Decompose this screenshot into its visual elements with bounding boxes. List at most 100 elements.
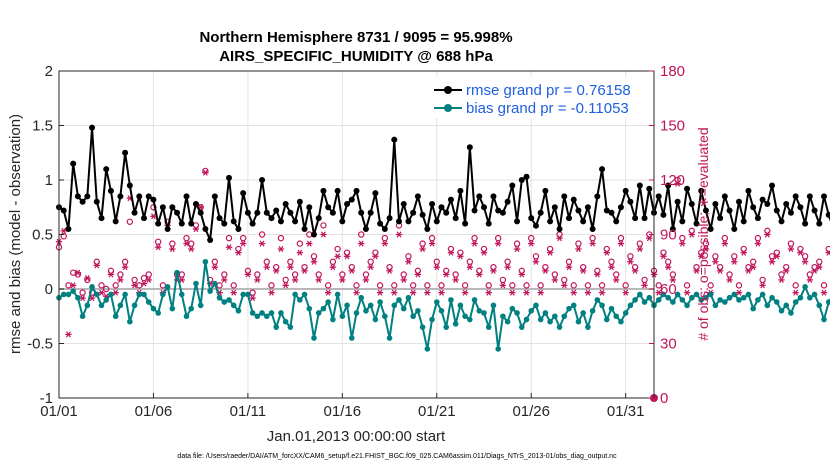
bias-point [155, 310, 161, 316]
bias-point [533, 302, 539, 309]
obs-possible-marker [485, 282, 492, 289]
rmse-point [787, 209, 794, 216]
obs-possible-marker [291, 271, 299, 278]
obs-possible-marker [140, 274, 148, 282]
obs-possible-marker [121, 258, 129, 265]
obs-evaluated-stroke [599, 289, 605, 296]
y-tick-label: 1.5 [32, 118, 53, 135]
bias-point [764, 302, 771, 309]
rmse-point [660, 211, 667, 218]
rmse-point [433, 218, 440, 225]
obs-possible-marker [60, 233, 67, 240]
y-tick-label-right: 180 [660, 63, 685, 80]
obs-evaluated-marker [816, 264, 823, 271]
obs-evaluated-stroke [155, 244, 161, 251]
obs-evaluated-stroke [476, 271, 482, 278]
obs-evaluated-marker [381, 240, 389, 247]
obs-possible-marker [749, 258, 757, 265]
obs-evaluated-stroke [481, 249, 487, 256]
rmse-point [65, 226, 72, 233]
obs-evaluated-stroke [609, 264, 614, 271]
bias-point [481, 310, 487, 316]
bias-point [174, 269, 180, 276]
bias-point [566, 305, 572, 312]
obs-evaluated-marker [698, 253, 705, 260]
obs-evaluated-stroke [84, 275, 90, 282]
rmse-point [367, 209, 374, 216]
obs-evaluated-marker [721, 240, 729, 247]
bias-point [778, 308, 785, 314]
y-tick-label: 0.5 [32, 227, 53, 244]
rmse-point [603, 207, 610, 214]
rmse-point [207, 236, 214, 243]
rmse-point [584, 204, 591, 211]
obs-possible-marker [405, 253, 412, 260]
obs-evaluated-stroke [533, 258, 539, 265]
bias-point [419, 324, 426, 330]
obs-possible-marker [636, 240, 644, 247]
series-lines [56, 124, 830, 352]
obs-evaluated-stroke [665, 264, 671, 271]
obs-evaluated-stroke [368, 264, 374, 271]
bias-point [698, 297, 705, 303]
obs-evaluated-marker [419, 245, 426, 253]
bias-point [169, 305, 176, 312]
obs-possible-marker [532, 253, 540, 260]
obs-possible-marker [428, 234, 436, 242]
rmse-point [622, 187, 629, 194]
rmse-point [334, 187, 341, 194]
rmse-point [740, 218, 747, 225]
obs-evaluated-stroke [632, 267, 638, 274]
obs-evaluated-marker [273, 267, 280, 274]
obs-evaluated-stroke [132, 282, 137, 289]
y-tick-label: 1 [45, 172, 53, 189]
obs-evaluated-stroke [245, 271, 251, 278]
rmse-point [518, 177, 525, 183]
obs-evaluated-stroke [387, 267, 392, 274]
obs-evaluated-marker [754, 240, 762, 247]
obs-evaluated-marker [825, 249, 830, 256]
obs-possible-marker [263, 258, 270, 265]
rmse-point [141, 215, 147, 222]
rmse-point [98, 215, 105, 222]
bias-point [797, 294, 804, 301]
obs-evaluated-marker [443, 271, 450, 278]
bias-point [688, 294, 695, 301]
bias-point [637, 291, 643, 298]
rmse-point [70, 160, 77, 167]
bias-point [339, 313, 346, 320]
obs-evaluated-stroke [675, 180, 681, 187]
obs-evaluated-stroke [193, 225, 199, 233]
obs-evaluated-marker [461, 289, 469, 296]
rmse-point [60, 207, 67, 214]
obs-evaluated-marker [400, 276, 407, 283]
obs-evaluated-marker [584, 289, 592, 296]
bias-point [330, 316, 336, 323]
rmse-point [481, 204, 487, 211]
obs-evaluated-stroke [226, 244, 232, 251]
bias-point [89, 284, 95, 290]
obs-evaluated-marker [660, 253, 667, 260]
y-tick-label-right: 60 [660, 281, 677, 298]
rmse-point [712, 200, 719, 207]
obs-evaluated-marker [121, 264, 129, 271]
rmse-point [400, 200, 407, 207]
rmse-point [273, 207, 280, 214]
obs-evaluated-marker [655, 289, 662, 296]
y-axis-right: 0 30 60 90 120 150 180 [649, 63, 685, 407]
obs-evaluated-marker [310, 258, 318, 265]
footnote: data file: /Users/raeder/DAI/ATM_forcXX/… [177, 453, 617, 460]
rmse-point [159, 204, 166, 211]
obs-possible-marker [617, 234, 625, 242]
rmse-point [178, 220, 185, 227]
bias-point [769, 294, 775, 301]
obs-evaluated-stroke [590, 240, 596, 247]
obs-evaluated-marker [353, 289, 360, 296]
obs-evaluated-stroke [306, 240, 312, 247]
bias-point [278, 310, 284, 316]
obs-evaluated-marker [579, 267, 587, 274]
obs-evaluated-marker [287, 264, 294, 271]
obs-evaluated-marker [504, 264, 511, 271]
obs-evaluated-stroke [287, 264, 293, 271]
obs-possible-marker [258, 231, 266, 238]
